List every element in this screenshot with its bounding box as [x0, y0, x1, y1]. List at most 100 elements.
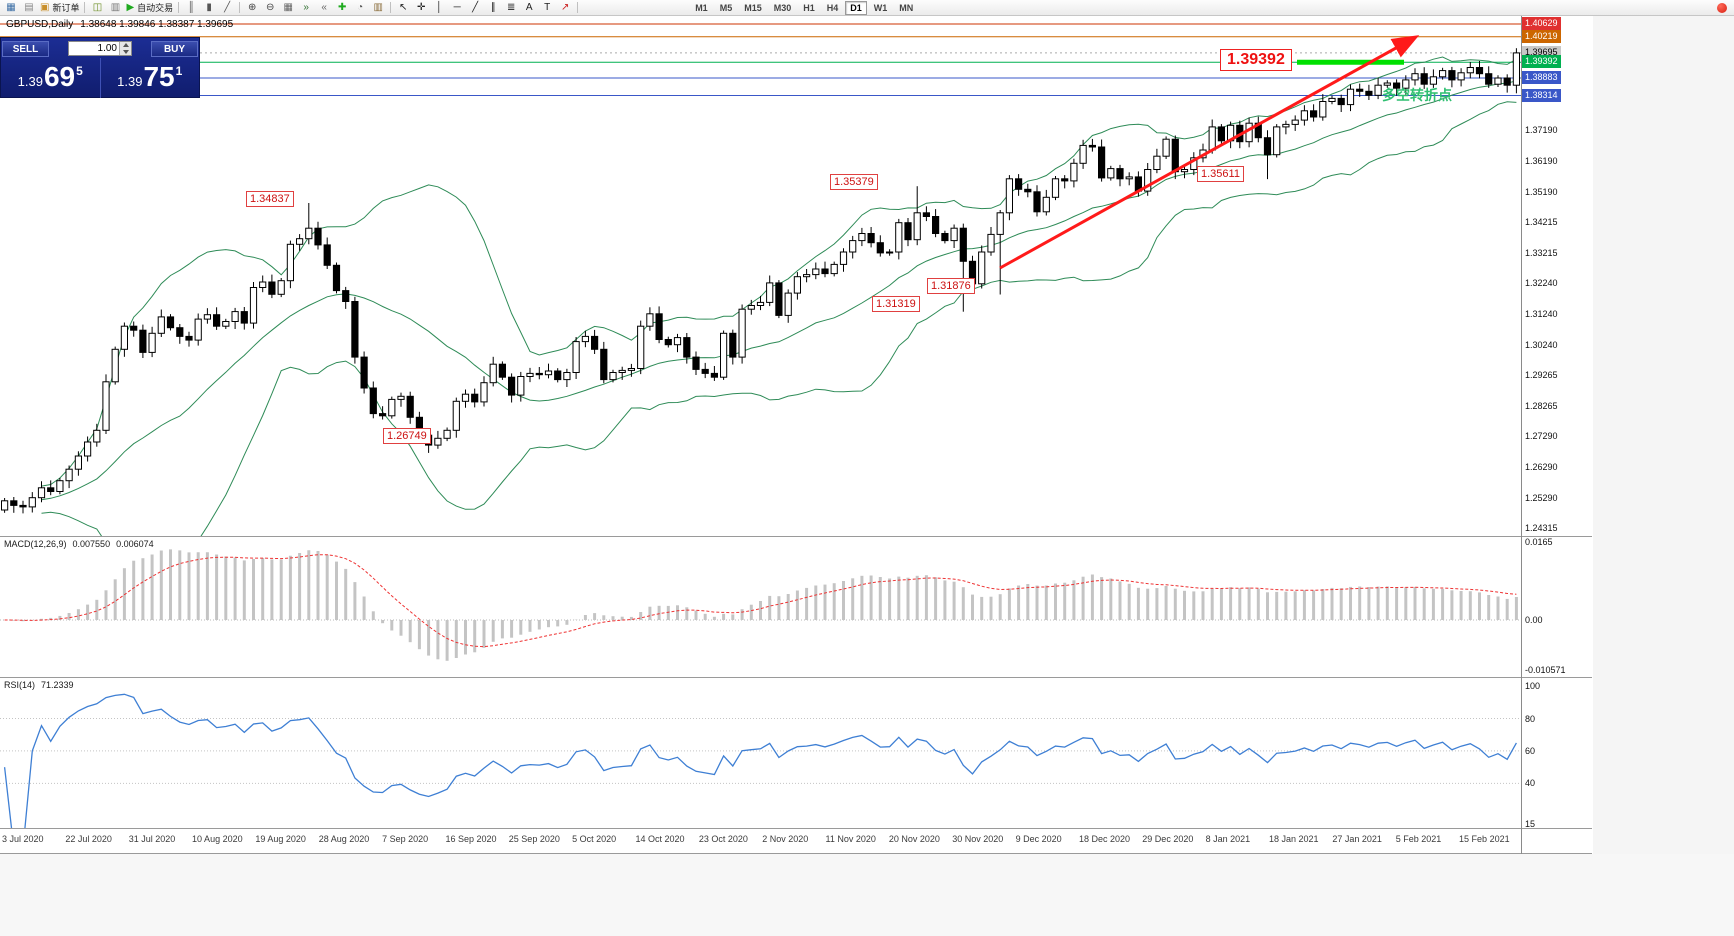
- auto-scroll-button[interactable]: »: [298, 1, 314, 15]
- candle: [498, 361, 506, 380]
- price-callout[interactable]: 1.34837: [246, 191, 294, 207]
- tile-windows-button[interactable]: ▦: [280, 1, 296, 15]
- candle: [766, 275, 774, 307]
- ask-price[interactable]: 1.39 75 1: [99, 58, 200, 98]
- timeframe-m30[interactable]: M30: [773, 2, 792, 13]
- horizontal-line-button[interactable]: ─: [449, 1, 465, 15]
- candle: [987, 227, 995, 256]
- candle: [28, 492, 36, 513]
- chart-shift-button[interactable]: «: [316, 1, 332, 15]
- candle: [332, 262, 341, 294]
- price-callout[interactable]: 1.35379: [830, 174, 878, 190]
- line-chart-button[interactable]: ╱: [219, 1, 235, 15]
- chart-window-icon: ▦: [6, 2, 16, 13]
- chart-title: GBPUSD,Daily 1.38648 1.39846 1.38387 1.39…: [6, 19, 240, 30]
- candle: [1015, 174, 1023, 196]
- price-callout[interactable]: 1.26749: [383, 428, 431, 444]
- candle: [784, 289, 792, 323]
- zoom-out-button[interactable]: ⊖: [262, 1, 278, 15]
- candle: [268, 274, 276, 299]
- bid-prefix: 1.39: [17, 74, 43, 89]
- chinese-annotation[interactable]: 多空转折点: [1382, 87, 1452, 103]
- pane-separator[interactable]: [0, 536, 1592, 537]
- macd-histogram: [12, 549, 1518, 661]
- price-callout[interactable]: 1.35611: [1197, 166, 1244, 182]
- candle: [1300, 105, 1309, 126]
- sell-button[interactable]: SELL: [2, 40, 49, 57]
- timeframe-mn[interactable]: MN: [899, 2, 914, 13]
- candle: [130, 321, 138, 337]
- arrows-button[interactable]: ↗: [557, 1, 573, 15]
- trade-panel-controls: SELL 1.00 BUY: [1, 38, 199, 58]
- timeframe-m5[interactable]: M5: [719, 2, 733, 13]
- price-callout[interactable]: 1.39392: [1220, 49, 1292, 71]
- candle: [471, 388, 479, 408]
- periods-button[interactable]: ◔: [352, 1, 368, 15]
- rsi-pane[interactable]: [0, 678, 1521, 828]
- lot-size-value[interactable]: 1.00: [97, 43, 117, 54]
- date-label: 8 Jan 2021: [1205, 834, 1251, 844]
- pane-separator[interactable]: [0, 677, 1592, 678]
- candle: [305, 203, 313, 245]
- time-axis[interactable]: 3 Jul 2020 22 Jul 2020 31 Jul 2020 10 Aug 2…: [0, 829, 1522, 853]
- bid-big-digits: 69: [43, 61, 76, 92]
- autotrading-button[interactable]: ▶ 自动交易: [125, 1, 174, 15]
- channel-button[interactable]: ∥: [485, 1, 501, 15]
- candle: [812, 262, 820, 280]
- new-chart-button[interactable]: ▤: [21, 1, 37, 15]
- bar-chart-button[interactable]: ║: [183, 1, 199, 15]
- timeframe-group: M1 M5 M15 M30 H1 H4 D1 W1 MN: [689, 0, 919, 15]
- new-order-button[interactable]: ▣ 新订单: [39, 1, 80, 15]
- trendline-object[interactable]: [999, 35, 1420, 270]
- lot-size-field[interactable]: 1.00: [68, 41, 132, 56]
- candle: [1005, 175, 1013, 221]
- price-pane[interactable]: [0, 16, 1521, 536]
- candle: [508, 373, 516, 403]
- candlestick-chart-button[interactable]: ▮: [201, 1, 217, 15]
- candle: [886, 249, 894, 256]
- templates-button[interactable]: ▥: [370, 1, 386, 15]
- candle: [1429, 69, 1438, 88]
- pane-separator[interactable]: [0, 828, 1592, 829]
- crosshair-button[interactable]: ✛: [413, 1, 429, 15]
- candle: [1088, 138, 1097, 152]
- candle: [65, 465, 73, 489]
- fibonacci-button[interactable]: ≣: [503, 1, 519, 15]
- cursor-button[interactable]: ↖: [395, 1, 411, 15]
- candle: [830, 261, 838, 277]
- notification-dot[interactable]: [1717, 3, 1727, 13]
- label-button[interactable]: T: [539, 1, 555, 15]
- horizontal-lines[interactable]: [0, 23, 1521, 96]
- trendline-button[interactable]: ╱: [467, 1, 483, 15]
- timeframe-h1[interactable]: H1: [803, 2, 815, 13]
- candle: [655, 306, 663, 344]
- price-callout[interactable]: 1.31876: [927, 278, 975, 294]
- chart-window-button[interactable]: ▦: [3, 1, 19, 15]
- candle: [1217, 124, 1226, 144]
- candle: [876, 235, 884, 257]
- buy-button[interactable]: BUY: [151, 40, 198, 57]
- text-button[interactable]: A: [521, 1, 537, 15]
- zoom-in-button[interactable]: ⊕: [244, 1, 260, 15]
- timeframe-h4[interactable]: H4: [826, 2, 839, 13]
- price-callout[interactable]: 1.31319: [872, 296, 920, 312]
- timeframe-d1[interactable]: D1: [845, 0, 867, 15]
- price-marker-badge: 1.40219: [1522, 30, 1561, 43]
- macd-pane[interactable]: [0, 537, 1521, 677]
- vertical-line-button[interactable]: │: [431, 1, 447, 15]
- timeframe-m15[interactable]: M15: [744, 2, 762, 13]
- candle: [637, 320, 645, 375]
- candle: [1107, 165, 1115, 181]
- market-watch-button[interactable]: ▥: [107, 1, 123, 15]
- lot-spinner[interactable]: [119, 42, 131, 55]
- timeframe-m1[interactable]: M1: [695, 2, 708, 13]
- timeframe-w1[interactable]: W1: [873, 2, 888, 13]
- candle: [710, 366, 718, 381]
- candle: [600, 341, 608, 384]
- macd-axis-label: 0.00: [1525, 615, 1543, 625]
- candle: [1365, 84, 1373, 100]
- indicators-button[interactable]: ✚: [334, 1, 350, 15]
- bid-price[interactable]: 1.39 69 5: [1, 58, 100, 98]
- charts-profile-button[interactable]: ◫: [89, 1, 105, 15]
- candle: [1328, 95, 1336, 105]
